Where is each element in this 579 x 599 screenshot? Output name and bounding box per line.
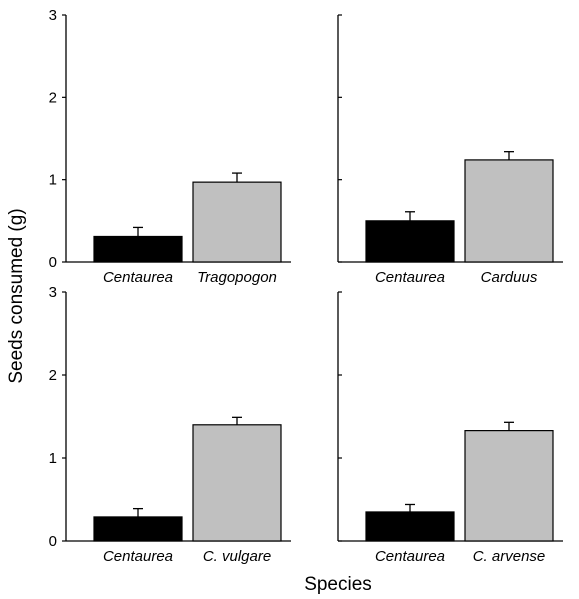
bar-comparison <box>192 424 282 542</box>
panel-2: Centaurea Carduus <box>337 14 563 286</box>
bar-comparison <box>464 159 554 263</box>
bar-centaurea <box>93 235 183 263</box>
category-label: Centaurea <box>103 269 173 286</box>
category-label: C. arvense <box>473 548 546 565</box>
category-label: Tragopogon <box>197 269 277 286</box>
panels: 0 1 2 3 Centaurea Tragopogon Centaurea Carduus 0… <box>49 7 563 565</box>
category-label: Centaurea <box>375 548 445 565</box>
y-tick-label: 2 <box>49 367 57 384</box>
bar-centaurea <box>365 220 455 263</box>
y-axis-title: Seeds consumed (g) <box>6 208 27 383</box>
y-tick-label: 3 <box>49 7 57 24</box>
y-tick-label: 2 <box>49 89 57 106</box>
bar-centaurea <box>93 516 183 542</box>
category-label: Carduus <box>481 269 538 286</box>
y-tick-label: 1 <box>49 450 57 467</box>
y-tick-label: 1 <box>49 172 57 189</box>
bar-comparison <box>192 181 282 263</box>
x-axis-title: Species <box>304 574 372 595</box>
y-tick-label: 3 <box>49 284 57 301</box>
category-label: Centaurea <box>375 269 445 286</box>
bar-centaurea <box>365 511 455 542</box>
panel-3: 0 1 2 3 Centaurea C. vulgare <box>49 284 291 565</box>
panel-4: Centaurea C. arvense <box>337 291 563 565</box>
y-tick-label: 0 <box>49 254 57 271</box>
category-label: Centaurea <box>103 548 173 565</box>
bar-comparison <box>464 430 554 542</box>
y-tick-label: 0 <box>49 533 57 550</box>
category-label: C. vulgare <box>203 548 271 565</box>
panel-1: 0 1 2 3 Centaurea Tragopogon <box>49 7 291 286</box>
